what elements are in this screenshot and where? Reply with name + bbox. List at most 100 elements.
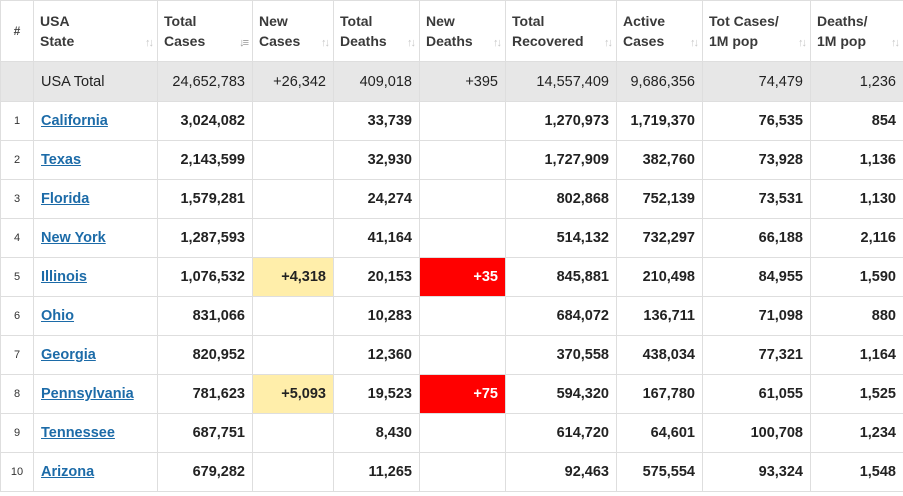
state-link[interactable]: Florida [41,191,90,207]
state-link[interactable]: Illinois [41,269,87,285]
sort-arrows-icon[interactable]: ↑↓ [798,37,807,49]
tot-cases-per-1m-cell: 84,955 [702,257,811,297]
total-deaths-cell: 12,360 [333,335,420,375]
state-cell: Ohio [33,296,158,336]
column-header-new-deaths-line1: New [426,13,455,29]
deaths-per-1m-cell: 1,525 [810,374,903,414]
deaths-per-1m-cell: 1,136 [810,140,903,180]
column-header-deaths-per-1m[interactable]: Deaths/ 1M pop ↑↓ [810,0,903,62]
sort-arrows-icon[interactable]: ↑↓ [493,37,502,49]
total-recovered-cell: 92,463 [505,452,617,492]
total-recovered-cell: 614,720 [505,413,617,453]
column-header-total-recovered-line2: Recovered [512,33,584,49]
total-row-new-deaths: +395 [419,61,506,102]
total-recovered-cell: 1,727,909 [505,140,617,180]
new-cases-cell [252,452,334,492]
total-cases-cell: 679,282 [157,452,253,492]
total-cases-cell: 831,066 [157,296,253,336]
new-deaths-cell: +35 [419,257,506,297]
sort-arrows-icon[interactable]: ↑↓ [690,37,699,49]
state-cell: Florida [33,179,158,219]
tot-cases-per-1m-cell: 71,098 [702,296,811,336]
total-row-total-deaths: 409,018 [333,61,420,102]
sort-arrows-icon[interactable]: ↑↓ [145,37,154,49]
row-number: 5 [0,257,34,297]
new-cases-cell [252,296,334,336]
total-row-new-cases: +26,342 [252,61,334,102]
deaths-per-1m-cell: 1,164 [810,335,903,375]
new-deaths-cell [419,179,506,219]
column-header-tot-cases-per-1m[interactable]: Tot Cases/ 1M pop ↑↓ [702,0,811,62]
state-link[interactable]: Georgia [41,347,96,363]
total-recovered-cell: 1,270,973 [505,101,617,141]
state-link[interactable]: New York [41,230,106,246]
table-row: 5 Illinois 1,076,532 +4,318 20,153 +35 845,881… [0,257,903,297]
total-cases-cell: 3,024,082 [157,101,253,141]
state-cell: Tennessee [33,413,158,453]
row-number: 4 [0,218,34,258]
tot-cases-per-1m-cell: 73,531 [702,179,811,219]
new-deaths-cell [419,218,506,258]
total-recovered-cell: 684,072 [505,296,617,336]
column-header-total-deaths[interactable]: Total Deaths ↑↓ [333,0,420,62]
deaths-per-1m-cell: 2,116 [810,218,903,258]
table-row: 3 Florida 1,579,281 24,274 802,868 752,139 73,… [0,179,903,219]
row-number: 2 [0,140,34,180]
column-header-state[interactable]: USA State ↑↓ [33,0,158,62]
column-header-deaths-per-1m-line2: 1M pop [817,33,866,49]
active-cases-cell: 210,498 [616,257,703,297]
column-header-new-deaths[interactable]: New Deaths ↑↓ [419,0,506,62]
sort-descending-icon[interactable]: ↓≡ [239,37,249,49]
total-row-deaths-per-1m: 1,236 [810,61,903,102]
state-link[interactable]: Arizona [41,464,95,480]
total-cases-cell: 1,579,281 [157,179,253,219]
total-recovered-cell: 845,881 [505,257,617,297]
column-header-new-deaths-line2: Deaths [426,33,473,49]
new-deaths-cell [419,101,506,141]
deaths-per-1m-cell: 1,130 [810,179,903,219]
column-header-total-deaths-line2: Deaths [340,33,387,49]
state-cell: Arizona [33,452,158,492]
total-recovered-cell: 802,868 [505,179,617,219]
column-header-new-cases[interactable]: New Cases ↑↓ [252,0,334,62]
new-cases-cell [252,101,334,141]
new-cases-cell [252,218,334,258]
state-link[interactable]: Pennsylvania [41,386,134,402]
total-row-total-recovered: 14,557,409 [505,61,617,102]
state-link[interactable]: Texas [41,152,82,168]
total-row-active-cases: 9,686,356 [616,61,703,102]
total-deaths-cell: 8,430 [333,413,420,453]
total-cases-cell: 1,287,593 [157,218,253,258]
sort-arrows-icon[interactable]: ↑↓ [407,37,416,49]
table-row: 6 Ohio 831,066 10,283 684,072 136,711 71,098 88… [0,296,903,336]
state-link[interactable]: California [41,113,108,129]
state-cell: California [33,101,158,141]
state-cell: Illinois [33,257,158,297]
column-header-new-cases-line2: Cases [259,33,301,49]
total-cases-cell: 781,623 [157,374,253,414]
active-cases-cell: 438,034 [616,335,703,375]
deaths-per-1m-cell: 854 [810,101,903,141]
column-header-new-cases-line1: New [259,13,288,29]
deaths-per-1m-cell: 1,590 [810,257,903,297]
active-cases-cell: 1,719,370 [616,101,703,141]
table-row: 7 Georgia 820,952 12,360 370,558 438,034 77,32… [0,335,903,375]
state-link[interactable]: Tennessee [41,425,115,441]
active-cases-cell: 136,711 [616,296,703,336]
sort-arrows-icon[interactable]: ↑↓ [604,37,613,49]
active-cases-cell: 732,297 [616,218,703,258]
column-header-number[interactable]: # [0,0,34,62]
tot-cases-per-1m-cell: 66,188 [702,218,811,258]
tot-cases-per-1m-cell: 61,055 [702,374,811,414]
column-header-total-cases[interactable]: Total Cases ↓≡ [157,0,253,62]
row-number: 7 [0,335,34,375]
total-recovered-cell: 594,320 [505,374,617,414]
column-header-total-recovered[interactable]: Total Recovered ↑↓ [505,0,617,62]
total-row-number [0,61,34,102]
sort-arrows-icon[interactable]: ↑↓ [321,37,330,49]
state-link[interactable]: Ohio [41,308,75,324]
column-header-active-cases[interactable]: Active Cases ↑↓ [616,0,703,62]
new-deaths-cell [419,413,506,453]
sort-arrows-icon[interactable]: ↑↓ [891,37,900,49]
column-header-state-line2: State [40,33,75,49]
